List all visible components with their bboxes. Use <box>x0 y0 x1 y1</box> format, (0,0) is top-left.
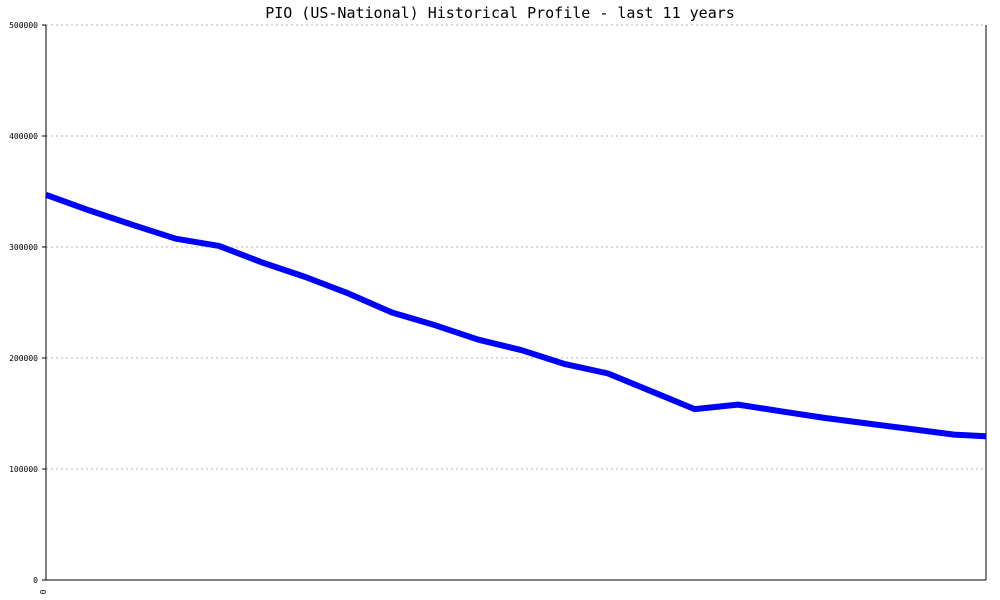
x-tick-label: 0 <box>39 589 48 594</box>
grid-lines <box>46 24 986 470</box>
chart-title: PIO (US-National) Historical Profile - l… <box>265 4 735 22</box>
y-tick-label: 100000 <box>9 465 38 474</box>
y-tick-label: 500000 <box>9 21 38 30</box>
series-line-0 <box>44 191 987 440</box>
series-layer <box>44 191 987 440</box>
axes <box>42 24 987 581</box>
tick-labels: 0 100000 200000 300000 400000 500000 0 <box>9 21 48 594</box>
y-tick-label: 0 <box>33 576 38 585</box>
y-tick-label: 300000 <box>9 243 38 252</box>
y-tick-label: 400000 <box>9 132 38 141</box>
y-tick-label: 200000 <box>9 354 38 363</box>
